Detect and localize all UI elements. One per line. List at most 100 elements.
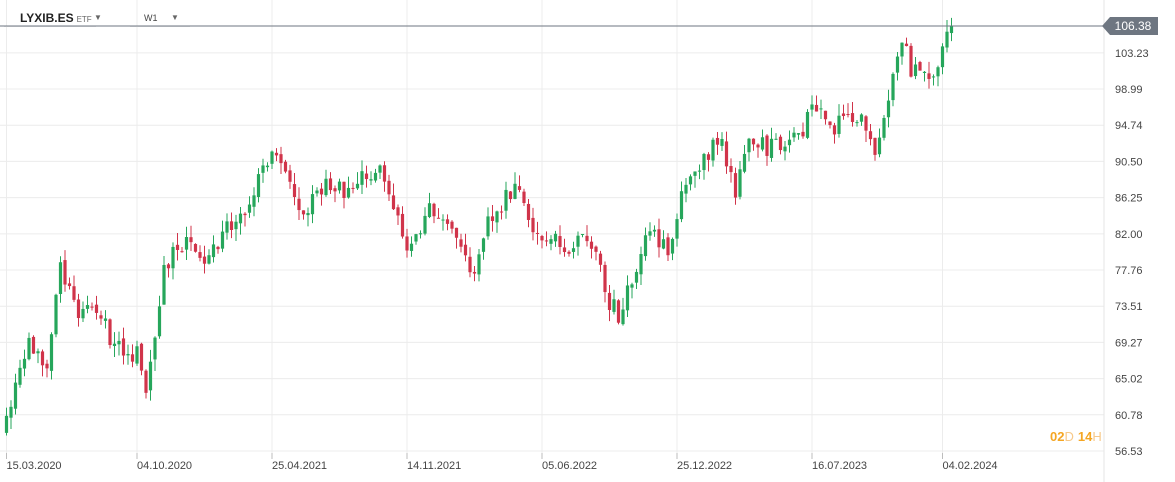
candle bbox=[558, 225, 562, 255]
candle-body bbox=[270, 151, 274, 164]
candle bbox=[729, 158, 733, 183]
candle bbox=[801, 122, 805, 139]
candle-body bbox=[283, 161, 288, 172]
candle-body bbox=[859, 114, 864, 122]
candle bbox=[306, 207, 310, 227]
timeframe-dropdown-caret-icon[interactable]: ▼ bbox=[171, 13, 179, 22]
candle bbox=[940, 43, 945, 75]
candle-body bbox=[157, 306, 162, 337]
candle bbox=[193, 243, 198, 253]
candle-body bbox=[684, 184, 688, 194]
time-tick-label: 16.07.2023 bbox=[812, 460, 867, 472]
candle bbox=[31, 335, 36, 354]
candle bbox=[94, 295, 99, 320]
candle-body bbox=[603, 264, 607, 293]
candle bbox=[175, 232, 180, 261]
candle bbox=[909, 43, 913, 78]
candle-body bbox=[198, 252, 202, 258]
candle-body bbox=[279, 154, 283, 164]
candle-body bbox=[751, 138, 756, 145]
candle bbox=[832, 122, 837, 144]
candle bbox=[220, 220, 225, 253]
candle bbox=[166, 263, 171, 278]
candle bbox=[769, 127, 774, 162]
timeframe-selector[interactable]: W1 bbox=[144, 13, 158, 23]
candle bbox=[445, 214, 450, 231]
candle-body bbox=[265, 165, 270, 168]
candle-body bbox=[180, 251, 184, 253]
candle-body bbox=[765, 135, 769, 156]
candle-body bbox=[342, 181, 346, 198]
time-axis: 15.03.2020 04.10.2020 25.04.2021 14.11.2021… bbox=[6, 453, 998, 472]
candle bbox=[859, 113, 864, 126]
symbol-selector[interactable]: LYXIB.ES ETF bbox=[20, 11, 92, 25]
candle bbox=[265, 162, 270, 172]
candle-body bbox=[162, 264, 166, 305]
candle-body bbox=[310, 194, 315, 215]
price-tick-label: 73.51 bbox=[1115, 301, 1143, 313]
candle-body bbox=[112, 343, 117, 347]
candle-body bbox=[405, 236, 409, 251]
price-tick-label: 60.78 bbox=[1115, 410, 1143, 422]
candle-body bbox=[324, 178, 328, 196]
candle-body bbox=[36, 351, 40, 354]
candle bbox=[9, 400, 13, 430]
candle bbox=[598, 250, 603, 272]
candle-body bbox=[256, 174, 261, 198]
candle bbox=[630, 282, 634, 299]
candle bbox=[117, 331, 121, 356]
candle-body bbox=[418, 233, 423, 235]
candle-body bbox=[792, 132, 796, 138]
candle-body bbox=[22, 358, 27, 369]
candle-body bbox=[121, 338, 126, 356]
candle-body bbox=[769, 138, 774, 158]
candle-body bbox=[171, 246, 175, 269]
candle-body bbox=[868, 131, 873, 140]
candle bbox=[522, 188, 526, 206]
candle-body bbox=[643, 235, 648, 257]
candle-body bbox=[76, 299, 81, 319]
candle-body bbox=[706, 154, 711, 160]
candle-body bbox=[949, 26, 954, 34]
time-tick-label: 15.03.2020 bbox=[7, 460, 62, 472]
candle bbox=[373, 168, 378, 183]
candle bbox=[225, 213, 229, 240]
candle bbox=[792, 127, 796, 142]
candle bbox=[328, 172, 333, 195]
candle-body bbox=[922, 71, 927, 73]
candle bbox=[949, 17, 954, 42]
symbol-dropdown-caret-icon[interactable]: ▼ bbox=[94, 13, 102, 22]
candle bbox=[625, 275, 630, 318]
candle-body bbox=[621, 309, 625, 325]
candle bbox=[616, 299, 621, 325]
candle-body bbox=[544, 240, 549, 242]
price-axis: 56.53 60.78 65.02 69.27 73.51 77.76 82.00 86.25… bbox=[1115, 48, 1149, 458]
candle-body bbox=[360, 171, 364, 185]
candle bbox=[715, 131, 720, 155]
candle-body bbox=[634, 271, 639, 283]
candle-body bbox=[738, 169, 742, 197]
candle-body bbox=[189, 237, 193, 243]
candle bbox=[900, 42, 904, 65]
candle bbox=[891, 72, 895, 107]
candle bbox=[765, 134, 769, 166]
candle bbox=[387, 174, 391, 202]
candle bbox=[112, 332, 117, 358]
candle-body bbox=[679, 191, 684, 220]
candle bbox=[229, 212, 234, 239]
candle-body bbox=[720, 138, 724, 146]
candle bbox=[360, 160, 364, 195]
candle bbox=[171, 242, 175, 280]
candle-body bbox=[616, 300, 621, 323]
candle-body bbox=[396, 207, 400, 216]
candle-body bbox=[508, 191, 513, 200]
candle-body bbox=[490, 216, 495, 222]
candle bbox=[423, 207, 427, 236]
candle-body bbox=[175, 244, 180, 250]
candle bbox=[720, 132, 724, 151]
candle bbox=[207, 249, 211, 265]
candle bbox=[4, 407, 9, 436]
candle bbox=[468, 247, 472, 278]
candle-body bbox=[301, 210, 306, 215]
